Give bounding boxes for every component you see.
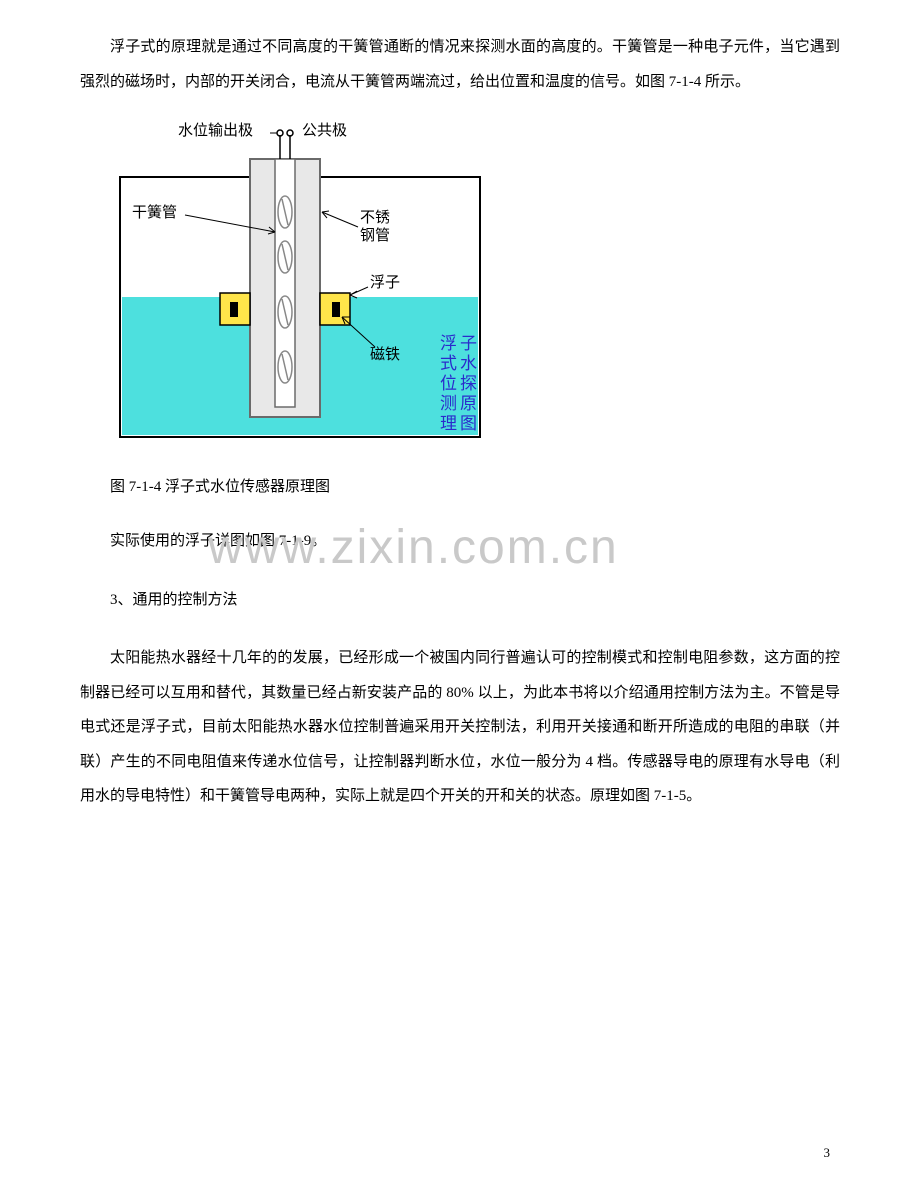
svg-text:位: 位: [440, 374, 457, 393]
svg-text:探: 探: [460, 374, 477, 393]
label-output-pole: 水位输出极: [178, 122, 253, 139]
label-magnet: 磁铁: [370, 346, 400, 363]
svg-text:原: 原: [460, 394, 477, 413]
float-sensor-diagram: 水位输出极 公共极 干簧管 不锈 钢管 浮子 磁铁 浮 式 位 测 理 子 水 …: [110, 117, 490, 442]
paragraph-intro: 浮子式的原理就是通过不同高度的干簧管通断的情况来探测水面的高度的。干簧管是一种电…: [80, 30, 840, 99]
section-heading-3: 3、通用的控制方法: [80, 583, 840, 618]
paragraph-p3: 太阳能热水器经十几年的的发展，已经形成一个被国内同行普遍认可的控制模式和控制电阻…: [80, 641, 840, 814]
label-reed-tube: 干簧管: [132, 204, 177, 221]
label-steel-1: 不锈: [360, 209, 390, 226]
figure-7-1-4: 水位输出极 公共极 干簧管 不锈 钢管 浮子 磁铁 浮 式 位 测 理 子 水 …: [110, 117, 840, 456]
page-content: 浮子式的原理就是通过不同高度的干簧管通断的情况来探测水面的高度的。干簧管是一种电…: [0, 0, 920, 814]
svg-text:浮: 浮: [440, 334, 457, 353]
label-float: 浮子: [370, 274, 400, 291]
paragraph-p2: 实际使用的浮子详图如图 7-1-9。: [80, 524, 840, 559]
terminals: [277, 130, 293, 159]
page-number: 3: [824, 1145, 831, 1161]
svg-text:测: 测: [440, 394, 457, 413]
svg-text:理: 理: [440, 414, 457, 433]
label-common-pole: 公共极: [302, 122, 347, 139]
label-steel-2: 钢管: [360, 227, 390, 244]
svg-text:式: 式: [440, 354, 457, 373]
svg-text:子: 子: [460, 334, 477, 353]
figure-caption: 图 7-1-4 浮子式水位传感器原理图: [80, 470, 840, 505]
svg-text:水: 水: [460, 354, 477, 373]
float-left: [220, 293, 250, 325]
svg-text:图: 图: [460, 414, 477, 433]
